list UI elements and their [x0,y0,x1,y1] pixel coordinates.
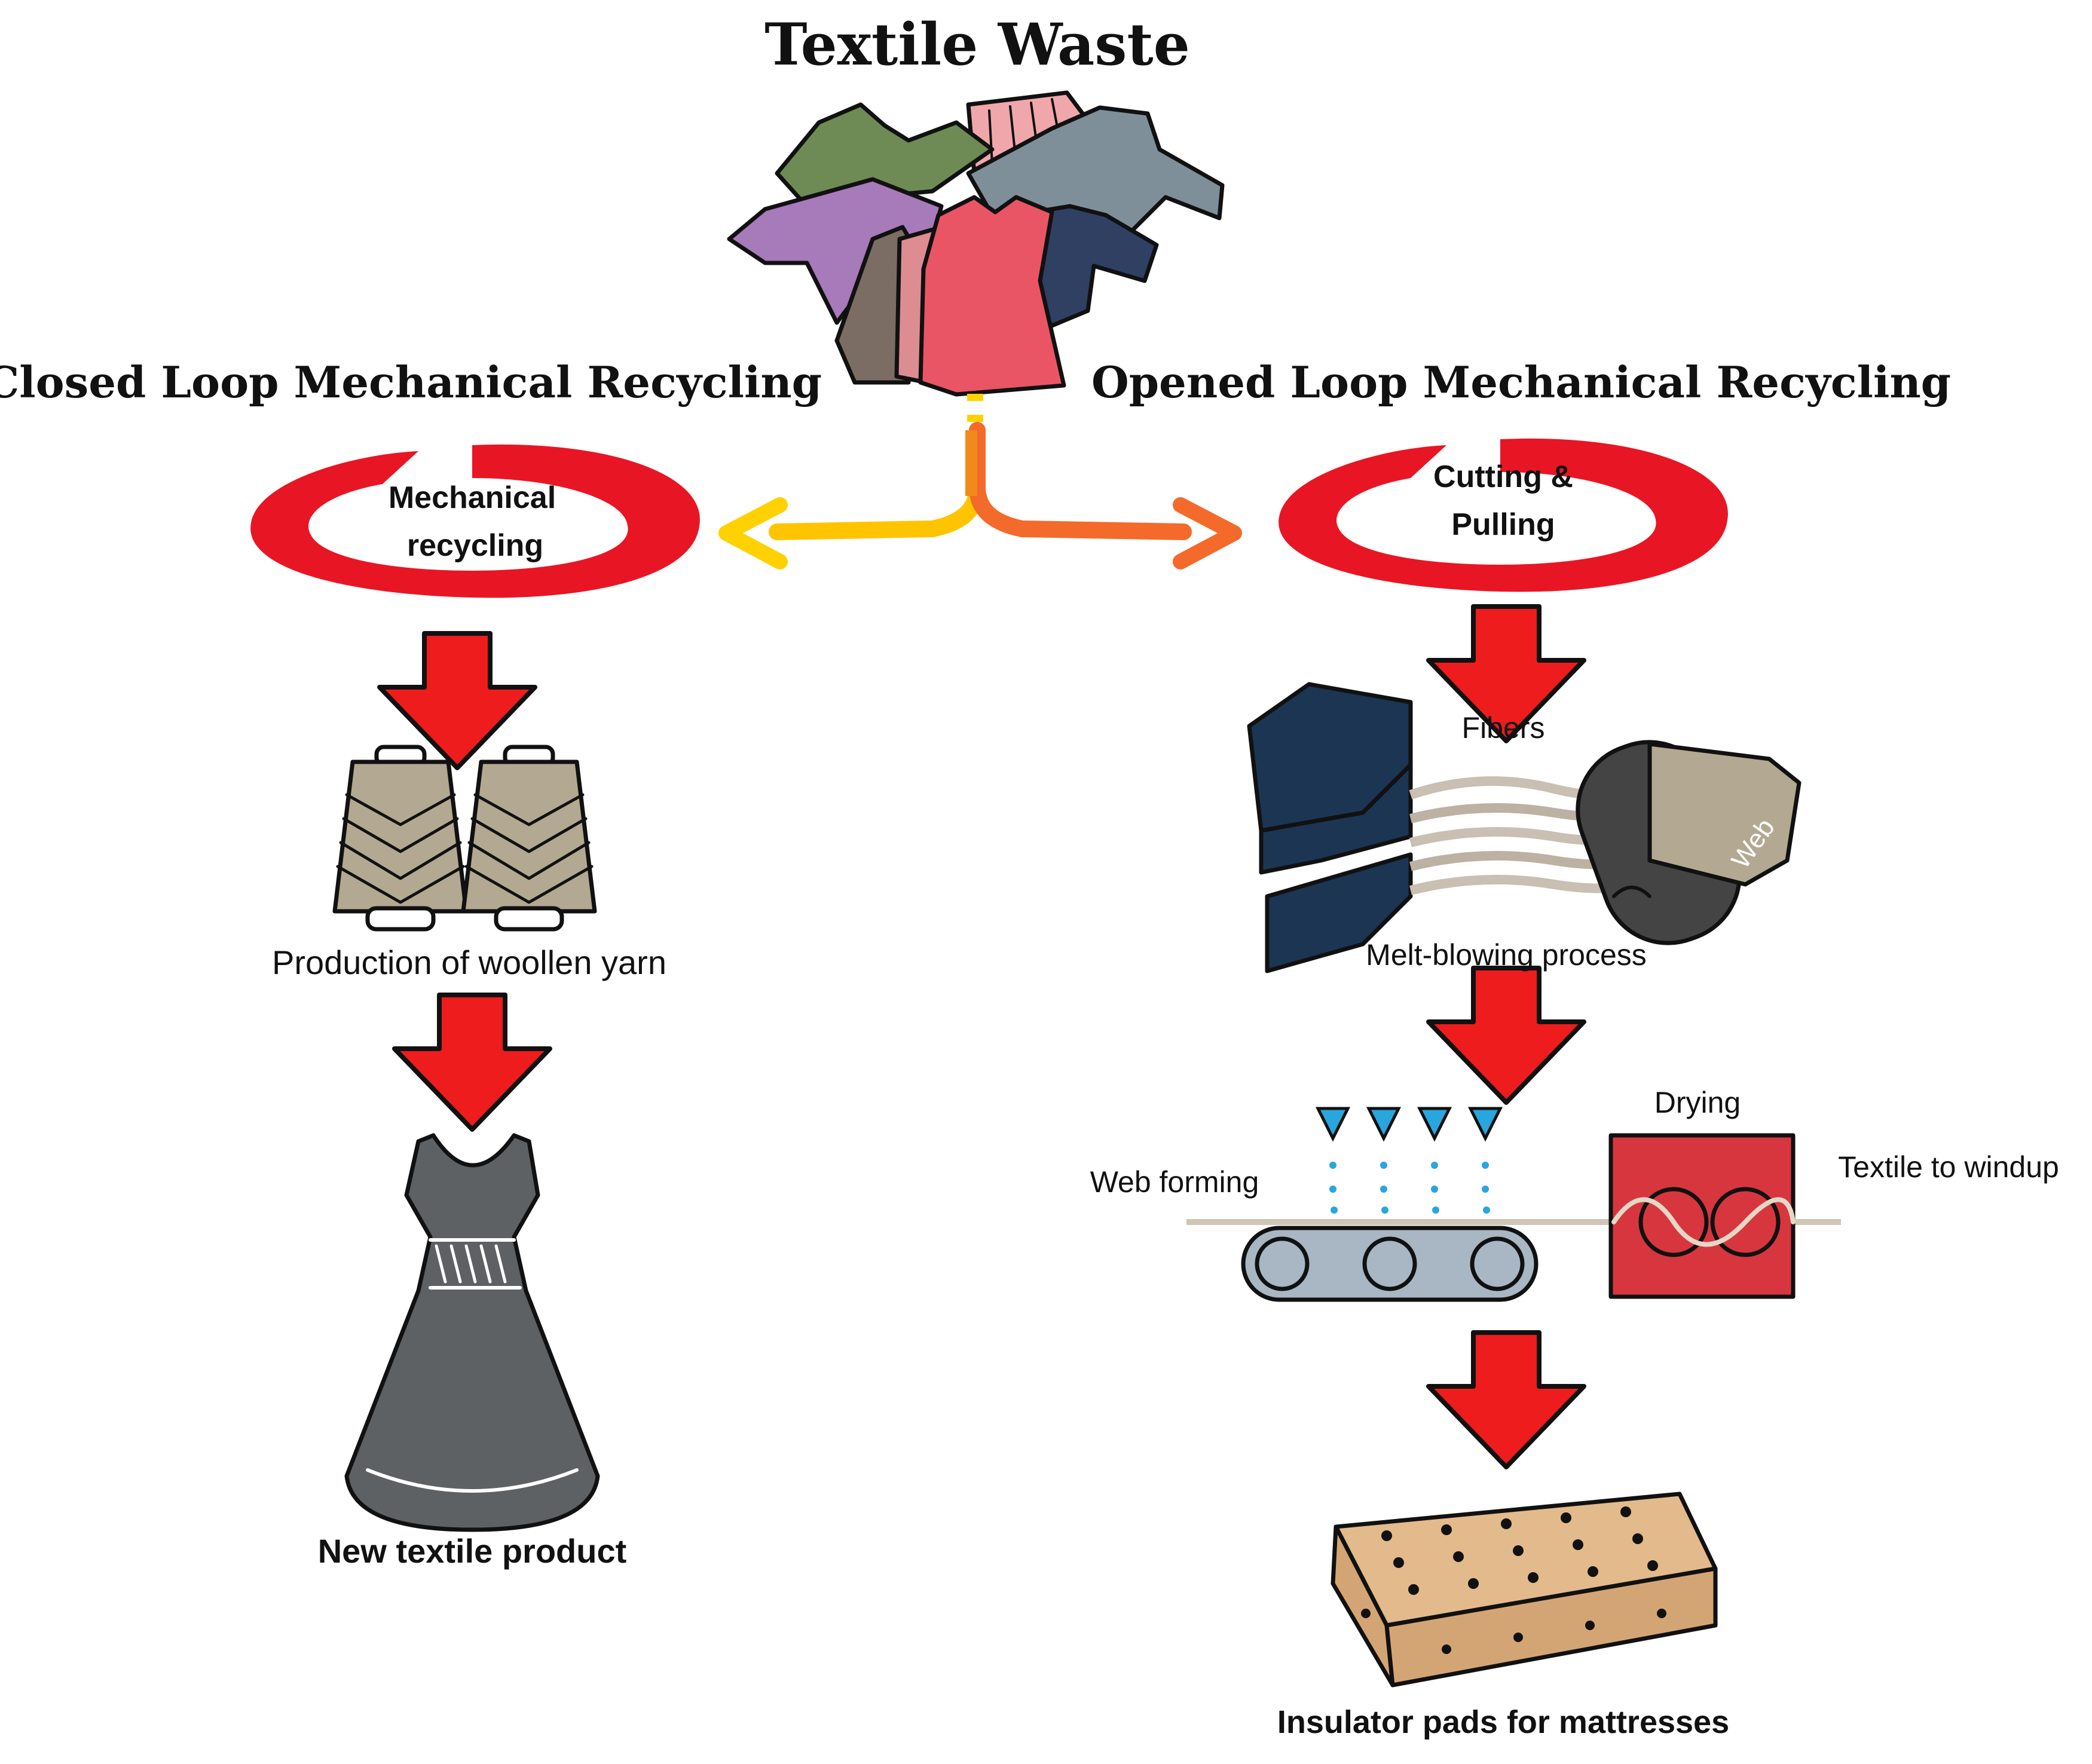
left-arrowhead [718,497,788,569]
insulator-pads-caption: Insulator pads for mattresses [1277,1704,1729,1740]
flow-arrow-open-2 [1429,968,1584,1102]
mechanical-recycling-swirl-icon [250,444,700,598]
mechanical-recycling-label-line1: Mechanical [389,480,556,515]
flow-arrow-open-3 [1429,1333,1584,1467]
melt-blowing-caption: Melt-blowing process [1366,938,1647,972]
yarn-cone-icon [461,745,597,932]
web-roller-icon [1576,740,1802,945]
diagram-title: Textile Waste [764,11,1190,78]
closed-loop-heading: Closed Loop Mechanical Recycling [0,357,822,408]
fibers-label: Fibers [1462,711,1545,745]
flow-arrow-closed-2 [394,995,550,1129]
mechanical-recycling-label-line2: recycling [407,528,543,563]
opened-loop-heading: Opened Loop Mechanical Recycling [1091,357,1951,408]
dress-icon [344,1133,600,1532]
web-forming-label: Web forming [1090,1165,1259,1199]
melt-blowing-die-icon [1247,682,1413,973]
right-arrowhead [1173,497,1242,569]
yarn-caption: Production of woollen yarn [272,944,666,981]
textile-to-windup-label: Textile to windup [1838,1150,2059,1184]
textile-waste-pile-icon [727,90,1225,397]
conveyor-belt-icon [1241,1226,1539,1302]
cutting-pulling-swirl-icon [1279,438,1728,592]
drying-label: Drying [1654,1086,1741,1119]
new-textile-product-caption: New textile product [318,1532,627,1570]
web-forming-nozzles-icon [1315,1107,1503,1214]
dryer-icon [1608,1133,1796,1299]
cutting-pulling-label-line1: Cutting & [1433,460,1573,494]
cutting-pulling-label-line2: Pulling [1451,507,1555,542]
mattress-icon [1331,1492,1718,1688]
yarn-cone-icon [332,745,469,932]
split-arrow [718,394,1242,569]
